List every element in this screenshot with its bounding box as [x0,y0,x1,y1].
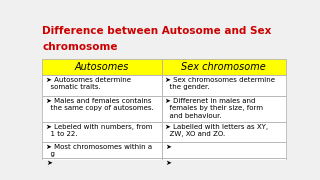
Text: ➤: ➤ [165,160,171,166]
Bar [162,122,285,142]
Bar [162,96,285,122]
Text: Autosomes: Autosomes [75,62,129,72]
Text: ➤ Autosomes determine
  somatic traits.: ➤ Autosomes determine somatic traits. [46,77,131,90]
Text: ➤ Differenet in males and
  females by their size, form
  and behaviour.: ➤ Differenet in males and females by the… [165,98,263,119]
Text: ➤ Lebeled with numbers, from
  1 to 22.: ➤ Lebeled with numbers, from 1 to 22. [46,124,153,137]
Bar [43,122,162,142]
Text: ➤ Labelled with letters as XY,
  ZW, XO and ZO.: ➤ Labelled with letters as XY, ZW, XO an… [165,124,268,137]
Text: ➤ Sex chromosomes determine
  the gender.: ➤ Sex chromosomes determine the gender. [165,77,275,90]
Bar [162,75,285,96]
Bar [162,59,285,75]
Text: Sex chromosome: Sex chromosome [181,62,266,72]
Bar [43,158,162,168]
Text: chromosome: chromosome [43,42,118,52]
Text: ➤: ➤ [46,160,52,166]
Bar [162,142,285,158]
Text: ➤: ➤ [165,144,171,150]
Text: Difference between Autosome and Sex: Difference between Autosome and Sex [43,26,272,36]
Text: ➤ Males and females contains
  the same copy of autosomes.: ➤ Males and females contains the same co… [46,98,154,111]
Text: ➤ Most chromosomes within a
  g: ➤ Most chromosomes within a g [46,144,152,157]
Bar [162,158,285,168]
Bar [43,75,162,96]
Bar [43,142,162,158]
Bar [43,59,162,75]
Bar [43,96,162,122]
